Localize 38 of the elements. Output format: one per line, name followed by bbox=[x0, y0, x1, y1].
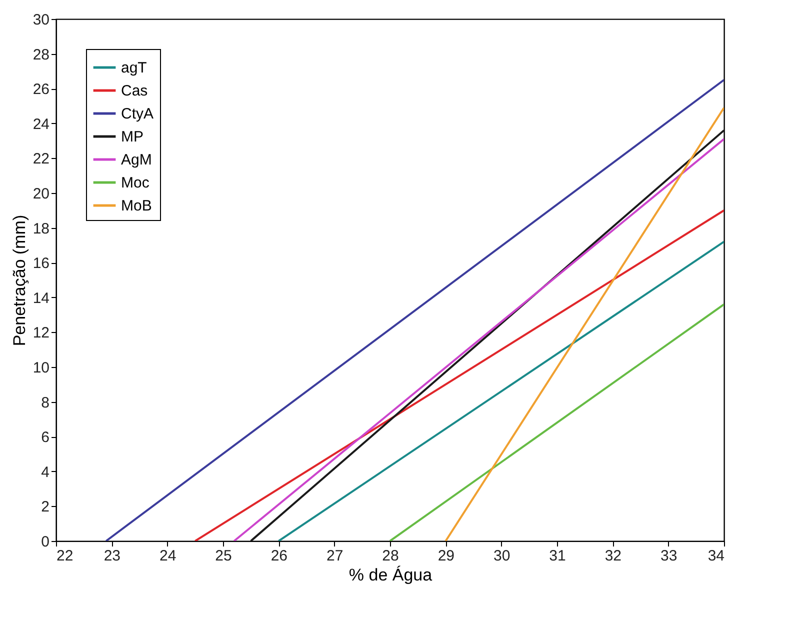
x-tick-label: 22 bbox=[56, 548, 74, 564]
legend-label: MP bbox=[121, 128, 144, 146]
legend-label: AgM bbox=[121, 152, 152, 168]
y-tick-label: 2 bbox=[41, 498, 50, 516]
x-tick-label: 32 bbox=[604, 548, 622, 564]
x-tick-label: 28 bbox=[382, 548, 399, 564]
y-axis-title: Penetração (mm) bbox=[10, 214, 29, 346]
x-tick-label: 26 bbox=[270, 548, 288, 564]
legend-label: Cas bbox=[121, 82, 148, 100]
x-tick-label: 23 bbox=[104, 548, 121, 564]
x-tick-label: 27 bbox=[326, 548, 344, 564]
y-tick-label: 22 bbox=[32, 150, 50, 168]
y-tick-label: 20 bbox=[32, 186, 50, 202]
x-tick-label: 33 bbox=[660, 548, 678, 564]
x-tick-label: 30 bbox=[493, 548, 510, 564]
x-axis-title: % de Água bbox=[348, 566, 433, 584]
x-tick-label: 24 bbox=[159, 548, 176, 564]
x-tick-label: 29 bbox=[438, 548, 455, 564]
y-tick-label: 10 bbox=[32, 360, 50, 376]
y-tick-label: 12 bbox=[32, 324, 50, 342]
y-tick-label: 8 bbox=[41, 394, 50, 412]
legend-label: CtyA bbox=[121, 106, 154, 122]
legend-label: Moc bbox=[121, 174, 150, 192]
legend-label: MoB bbox=[121, 198, 152, 214]
y-tick-label: 26 bbox=[32, 81, 50, 98]
y-tick-label: 24 bbox=[32, 116, 50, 133]
y-tick-label: 16 bbox=[32, 255, 50, 272]
y-tick-label: 28 bbox=[32, 46, 50, 64]
x-tick-label: 34 bbox=[708, 548, 724, 564]
y-tick-label: 18 bbox=[32, 220, 50, 238]
y-tick-label: 6 bbox=[41, 429, 50, 446]
y-tick-label: 0 bbox=[41, 534, 50, 550]
y-tick-label: 14 bbox=[32, 290, 50, 307]
y-tick-label: 30 bbox=[32, 12, 50, 28]
legend-label: agT bbox=[121, 60, 147, 76]
x-tick-label: 31 bbox=[549, 548, 566, 564]
y-tick-label: 4 bbox=[41, 464, 50, 481]
x-tick-label: 25 bbox=[215, 548, 232, 564]
